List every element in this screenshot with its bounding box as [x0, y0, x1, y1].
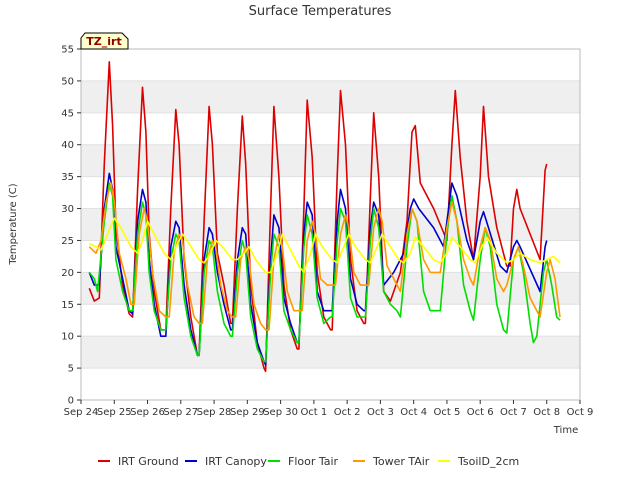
- y-tick-label: 30: [61, 204, 74, 215]
- x-tick-label: Sep 30: [263, 407, 298, 418]
- y-tick-label: 35: [61, 172, 74, 183]
- grid-band: [81, 336, 580, 369]
- y-tick-label: 10: [61, 332, 74, 343]
- x-tick-label: Sep 24: [64, 407, 99, 418]
- x-tick-label: Sep 28: [197, 407, 232, 418]
- y-axis-title: Temperature (C): [8, 183, 19, 265]
- series-line-irt-canopy: [88, 172, 548, 366]
- series-line-irt-ground: [88, 61, 548, 373]
- legend-item: Floor Tair: [268, 455, 339, 468]
- series-layer: [88, 61, 561, 373]
- x-tick-label: Oct 7: [500, 407, 527, 418]
- legend-item: IRT Ground: [98, 455, 179, 468]
- x-tick-label: Sep 27: [163, 407, 198, 418]
- series-line-floor-tair: [88, 182, 561, 363]
- chart-title: Surface Temperatures: [249, 4, 392, 19]
- y-tick-label: 15: [61, 300, 74, 311]
- legend-item: TsoilD_2cm: [438, 455, 519, 468]
- plot-frame: [80, 48, 581, 401]
- legend-item: Tower TAir: [353, 455, 430, 468]
- x-tick-label: Sep 29: [230, 407, 265, 418]
- y-tick-label: 5: [68, 364, 74, 375]
- y-tick-label: 50: [61, 76, 74, 87]
- x-tick-label: Oct 2: [334, 407, 361, 418]
- series-line-tower-tair: [88, 182, 561, 331]
- x-tick-label: Oct 6: [467, 407, 494, 418]
- y-tick-label: 55: [61, 45, 74, 56]
- grid-bands: [81, 80, 580, 369]
- x-tick-label: Sep 26: [130, 407, 165, 418]
- legend-label: Floor Tair: [288, 455, 339, 468]
- series-line-tsoild-2cm: [88, 217, 561, 274]
- legend-item: IRT Canopy: [185, 455, 267, 468]
- y-tick-label: 40: [61, 140, 74, 151]
- x-tick-label: Sep 25: [97, 407, 132, 418]
- grid-band: [81, 80, 580, 113]
- legend-label: TsoilD_2cm: [457, 455, 519, 468]
- x-tick-label: Oct 3: [367, 407, 394, 418]
- y-tick-label: 0: [68, 396, 74, 407]
- tz-irt-badge: TZ_irt: [80, 32, 129, 50]
- x-tick-label: Oct 1: [300, 407, 327, 418]
- x-tick-label: Oct 9: [567, 407, 594, 418]
- y-tick-label: 25: [61, 236, 74, 247]
- y-axis-ticks: 0 5 10 15 20 25 30 35 40 45 50 55: [61, 45, 81, 407]
- y-tick-label: 20: [61, 268, 74, 279]
- x-tick-label: Oct 5: [434, 407, 461, 418]
- y-tick-label: 45: [61, 108, 74, 119]
- x-axis-title: Time: [553, 425, 578, 436]
- grid-band: [81, 144, 580, 177]
- legend-label: IRT Canopy: [205, 455, 267, 468]
- legend-label: IRT Ground: [118, 455, 179, 468]
- badge-label: TZ_irt: [86, 35, 121, 48]
- legend-label: Tower TAir: [372, 455, 430, 468]
- legend: IRT Ground IRT Canopy Floor Tair Tower TAir…: [98, 455, 519, 468]
- x-tick-label: Oct 4: [400, 407, 427, 418]
- x-tick-label: Oct 8: [533, 407, 560, 418]
